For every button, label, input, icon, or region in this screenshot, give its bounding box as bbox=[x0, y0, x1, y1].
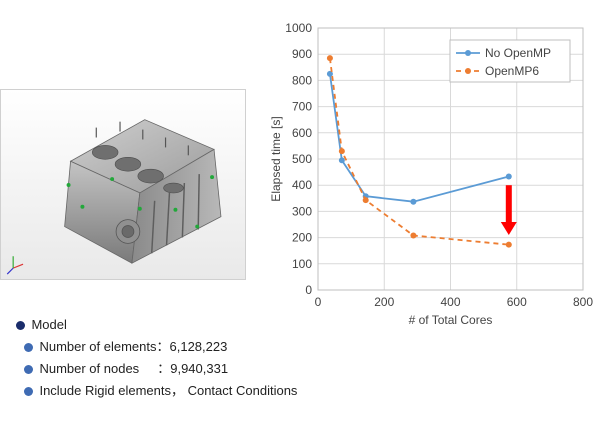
legend-box bbox=[449, 39, 571, 83]
y-tick-label: 500 bbox=[292, 152, 312, 166]
x-tick-label: 400 bbox=[440, 295, 460, 309]
data-point bbox=[505, 241, 512, 248]
bullet-icon bbox=[24, 343, 34, 353]
elements-count: Number of elements：6,128,223 bbox=[39, 339, 228, 354]
y-axis-label: Elapsed time [s] bbox=[269, 116, 283, 201]
data-point bbox=[505, 173, 512, 180]
series-line-2 bbox=[329, 58, 509, 246]
legend-label: No OpenMP bbox=[485, 46, 551, 60]
x-tick-label: 200 bbox=[374, 295, 394, 309]
x-tick-label: 600 bbox=[507, 295, 527, 309]
model-info-item: Include Rigid elements， Contact Conditio… bbox=[2, 358, 297, 398]
data-point bbox=[326, 70, 333, 77]
nodes-count: Number of nodes ：9,940,331 bbox=[39, 361, 229, 376]
bullet-icon bbox=[24, 365, 34, 375]
x-tick-label: 0 bbox=[315, 295, 322, 309]
y-tick-label: 600 bbox=[292, 126, 312, 140]
legend-swatch-marker bbox=[465, 50, 471, 56]
data-point bbox=[362, 197, 369, 204]
y-tick-label: 800 bbox=[292, 73, 312, 87]
model-heading-row: Model bbox=[2, 292, 297, 332]
bullet-icon bbox=[24, 387, 34, 397]
y-tick-label: 100 bbox=[292, 257, 312, 271]
y-tick-label: 200 bbox=[292, 231, 312, 245]
reduction-arrow-shaft bbox=[505, 185, 512, 223]
data-point bbox=[338, 157, 345, 164]
x-tick-label: 800 bbox=[573, 295, 593, 309]
y-tick-label: 700 bbox=[292, 100, 312, 114]
plot-area-border bbox=[317, 27, 584, 291]
data-point bbox=[338, 148, 345, 155]
bullet-icon bbox=[16, 321, 26, 331]
y-tick-label: 0 bbox=[305, 283, 312, 297]
x-axis-label: # of Total Cores bbox=[409, 313, 493, 327]
engine-block-icon bbox=[6, 119, 222, 275]
model-info: Model Number of elements：6,128,223 Numbe… bbox=[2, 292, 297, 398]
y-tick-label: 400 bbox=[292, 178, 312, 192]
y-tick-label: 900 bbox=[292, 47, 312, 61]
y-tick-label: 1000 bbox=[285, 21, 312, 35]
data-point bbox=[410, 198, 417, 205]
legend-swatch-marker bbox=[465, 68, 471, 74]
elapsed-time-chart: 0 100 200 300 400 500 600 700 800 900 1000 0 200 400 6… bbox=[269, 21, 593, 327]
reduction-arrow-head bbox=[500, 221, 517, 235]
model-info-item: Number of elements：6,128,223 bbox=[2, 314, 297, 354]
model-info-item: Number of nodes ：9,940,331 bbox=[2, 336, 297, 376]
engine-model-image bbox=[0, 89, 246, 280]
rigid-contact-note: Include Rigid elements， Contact Conditio… bbox=[39, 383, 298, 398]
legend-label: OpenMP6 bbox=[485, 64, 539, 78]
data-point bbox=[410, 232, 417, 239]
data-point bbox=[326, 55, 333, 62]
model-heading: Model bbox=[31, 317, 67, 332]
y-tick-label: 300 bbox=[292, 204, 312, 218]
